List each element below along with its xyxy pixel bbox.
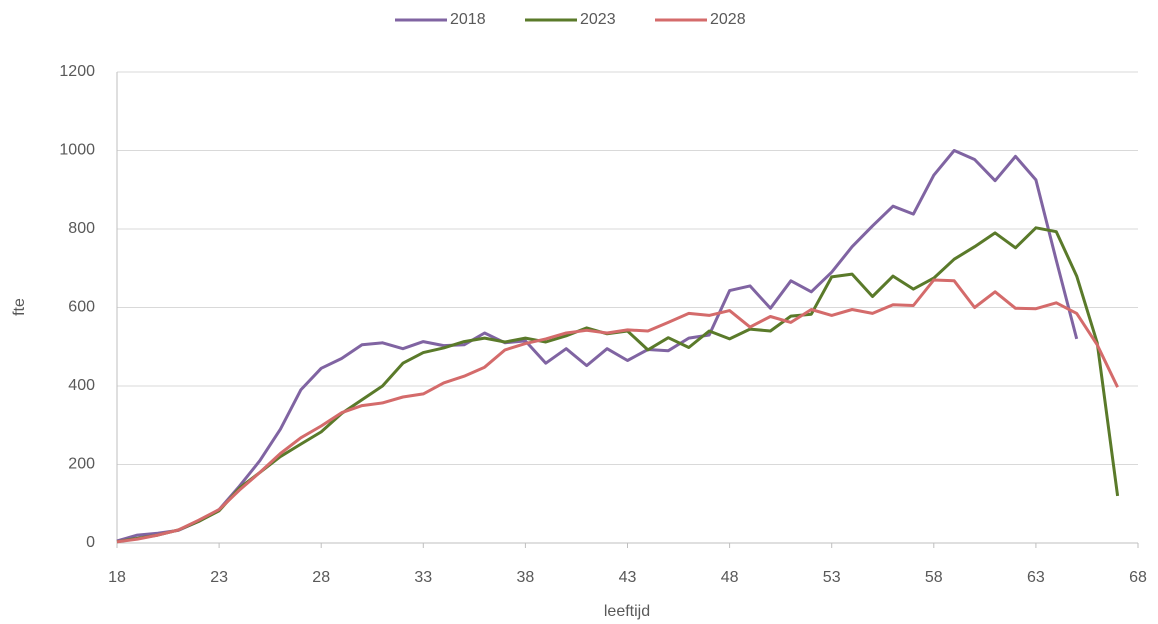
y-axis-label: fte [11, 298, 28, 316]
y-tick-label: 200 [68, 456, 95, 473]
x-tick-label: 58 [925, 569, 943, 586]
legend-label: 2023 [580, 11, 616, 28]
legend-label: 2018 [450, 11, 486, 28]
series-line [116, 278, 1119, 544]
x-tick-label: 18 [108, 569, 126, 586]
x-tick-label: 63 [1027, 569, 1045, 586]
legend-label: 2028 [710, 11, 746, 28]
x-tick-label: 43 [619, 569, 637, 586]
y-tick-label: 600 [68, 299, 95, 316]
x-tick-label: 53 [823, 569, 841, 586]
series-line [116, 149, 1079, 543]
legend: 2018 2023 2028 [395, 11, 746, 28]
x-axis-label: leeftijd [604, 603, 650, 620]
x-tick-label: 33 [414, 569, 432, 586]
y-tick-label: 0 [86, 534, 95, 551]
y-tick-label: 400 [68, 377, 95, 394]
series-line [116, 226, 1120, 544]
x-tick-label: 48 [721, 569, 739, 586]
x-tick-label: 38 [517, 569, 535, 586]
x-tick-label: 28 [312, 569, 330, 586]
x-tick-label: 23 [210, 569, 228, 586]
y-tick-label: 1000 [59, 142, 95, 159]
x-tick-label: 68 [1129, 569, 1147, 586]
y-tick-label: 800 [68, 220, 95, 237]
y-tick-label: 1200 [59, 63, 95, 80]
